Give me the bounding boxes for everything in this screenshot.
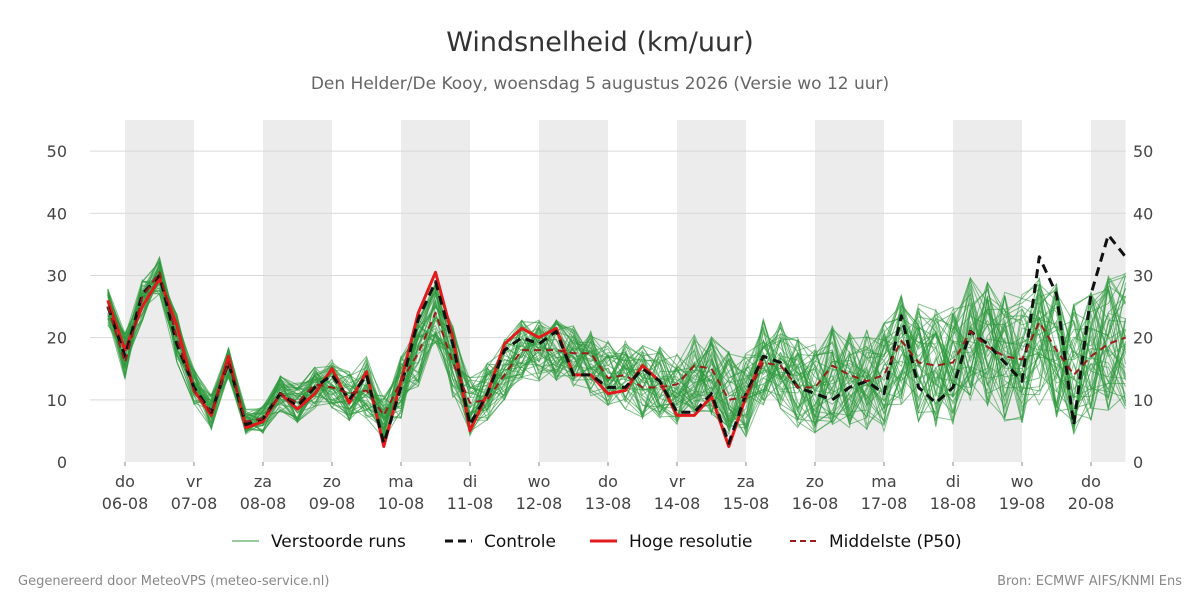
- x-tick-date-10: 16-08: [792, 494, 839, 513]
- y-tick-right-30: 30: [1133, 266, 1153, 285]
- x-tick-day-14: do: [1081, 472, 1101, 491]
- x-tick-date-6: 12-08: [516, 494, 563, 513]
- ensemble-lines: [107, 255, 1126, 445]
- ensemble-member-48: [107, 269, 1126, 425]
- x-tick-day-12: di: [946, 472, 961, 491]
- x-tick-day-8: vr: [669, 472, 685, 491]
- x-tick-day-10: zo: [806, 472, 824, 491]
- chart-subtitle: Den Helder/De Kooy, woensdag 5 augustus …: [311, 74, 889, 94]
- x-tick-date-3: 09-08: [309, 494, 356, 513]
- main-series-lines: [106, 233, 1127, 448]
- y-tick-right-20: 20: [1133, 329, 1153, 348]
- legend-label-1: Controle: [484, 532, 556, 552]
- x-tick-date-0: 06-08: [102, 494, 149, 513]
- x-tick-day-5: di: [463, 472, 478, 491]
- x-tick-day-0: do: [115, 472, 135, 491]
- x-tick-day-6: wo: [528, 472, 551, 491]
- x-tick-date-2: 08-08: [240, 494, 287, 513]
- x-tick-day-1: vr: [186, 472, 202, 491]
- x-tick-date-13: 19-08: [999, 494, 1046, 513]
- x-tick-day-11: ma: [871, 472, 896, 491]
- x-tick-day-4: ma: [388, 472, 413, 491]
- chart-title: Windsnelheid (km/uur): [446, 27, 754, 58]
- series-line-middelste-p50: [106, 271, 1126, 423]
- shaded-band-3: [539, 120, 608, 462]
- ensemble-member-43: [107, 261, 1126, 431]
- y-tick-left-10: 10: [47, 391, 67, 410]
- x-tick-date-11: 17-08: [861, 494, 908, 513]
- y-tick-right-0: 0: [1133, 453, 1143, 472]
- x-tick-date-8: 14-08: [654, 494, 701, 513]
- x-tick-date-7: 13-08: [585, 494, 632, 513]
- y-tick-right-10: 10: [1133, 391, 1153, 410]
- y-tick-left-30: 30: [47, 266, 67, 285]
- series-line-controle: [106, 233, 1127, 445]
- legend-label-3: Middelste (P50): [829, 532, 962, 552]
- x-tick-date-1: 07-08: [171, 494, 218, 513]
- ensemble-member-49: [107, 277, 1126, 430]
- x-tick-date-4: 10-08: [378, 494, 425, 513]
- y-tick-left-50: 50: [47, 142, 67, 161]
- legend-label-2: Hoge resolutie: [629, 532, 753, 552]
- legend: Verstoorde runs Controle Hoge resolutie Mid…: [232, 532, 962, 552]
- y-tick-left-40: 40: [47, 204, 67, 223]
- x-axis-ticks: do 06-08 vr 07-08 za 08-08 zo 09-08 ma 10-08 di 11-…: [102, 462, 1115, 513]
- footer-credit: Gegenereerd door MeteoVPS (meteo-service…: [18, 574, 329, 589]
- x-tick-date-12: 18-08: [930, 494, 977, 513]
- y-tick-right-50: 50: [1133, 142, 1153, 161]
- y-tick-left-20: 20: [47, 329, 67, 348]
- x-tick-day-2: za: [254, 472, 272, 491]
- x-tick-day-7: do: [598, 472, 618, 491]
- x-tick-date-5: 11-08: [447, 494, 494, 513]
- weekend-shading: [125, 120, 1126, 462]
- ensemble-member-36: [107, 272, 1126, 427]
- y-axis-ticks: 0 0 10 10 20 20 30 30 40 40 50 50: [47, 142, 1154, 472]
- x-tick-date-14: 20-08: [1068, 494, 1115, 513]
- x-tick-day-13: wo: [1011, 472, 1034, 491]
- x-tick-day-3: zo: [323, 472, 341, 491]
- x-tick-date-9: 15-08: [723, 494, 770, 513]
- x-tick-day-9: za: [737, 472, 755, 491]
- legend-label-0: Verstoorde runs: [271, 532, 406, 552]
- y-tick-left-0: 0: [57, 453, 67, 472]
- footer-source: Bron: ECMWF AIFS/KNMI Ens: [997, 574, 1182, 589]
- y-tick-right-40: 40: [1133, 204, 1153, 223]
